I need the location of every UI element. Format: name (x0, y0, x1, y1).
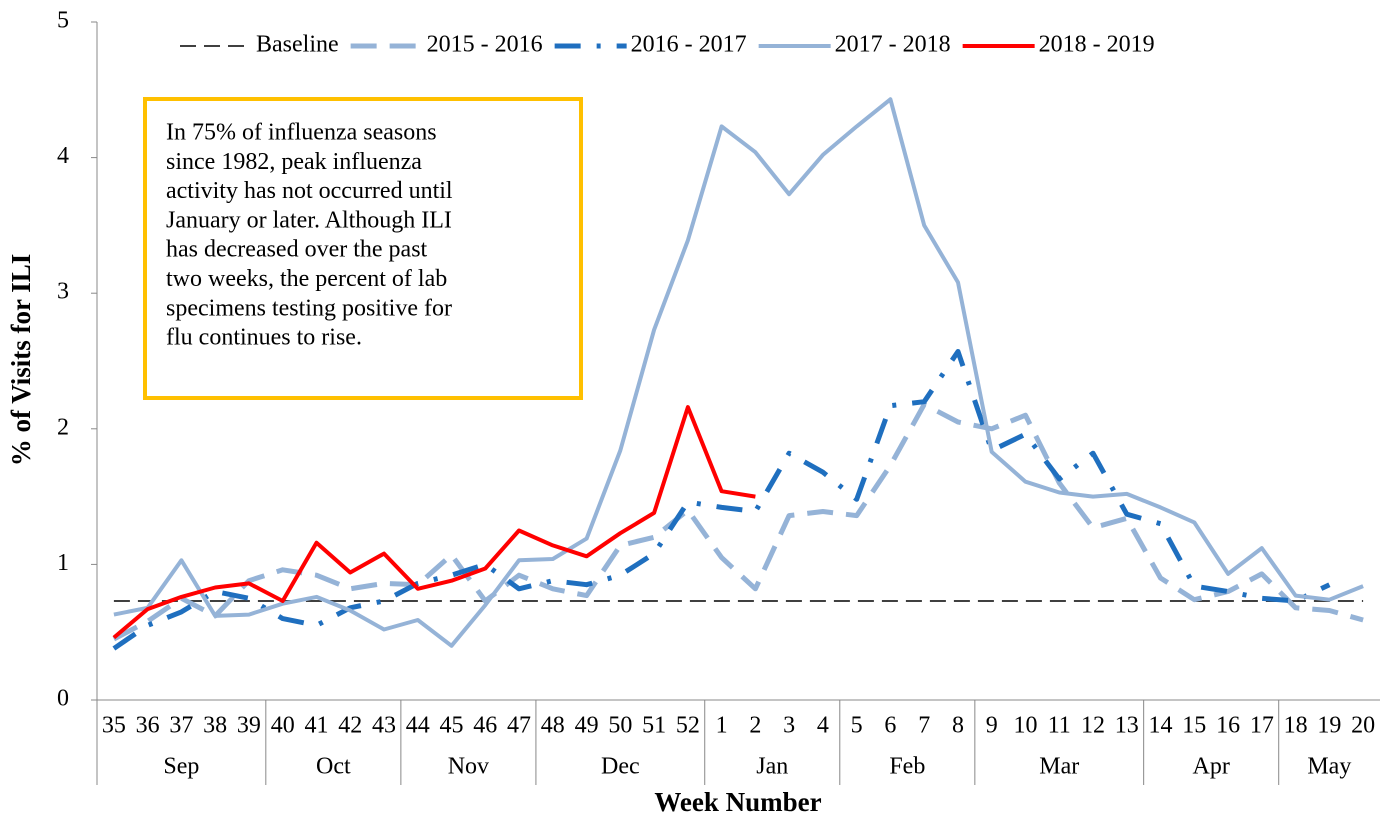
x-tick-label: 20 (1351, 713, 1375, 739)
month-label: Sep (163, 754, 199, 780)
x-tick-label: 40 (271, 713, 295, 739)
x-tick-label: 39 (237, 713, 261, 739)
series-line (112, 401, 1364, 642)
legend-label: 2018 - 2019 (1039, 32, 1155, 58)
x-tick-label: 7 (918, 713, 930, 739)
x-axis-title: Week Number (654, 787, 821, 817)
x-tick-label: 17 (1250, 713, 1274, 739)
legend-label: 2015 - 2016 (427, 32, 543, 58)
y-tick-label: 0 (57, 686, 69, 712)
annotation: In 75% of influenza seasons since 1982, p… (143, 97, 583, 400)
x-tick-label: 47 (507, 713, 531, 739)
month-label: Feb (889, 754, 925, 780)
x-tick-label: 16 (1216, 713, 1240, 739)
x-tick-label: 35 (102, 713, 126, 739)
x-tick-label: 4 (817, 713, 829, 739)
legend-label: Baseline (256, 32, 339, 58)
annotation-line: has decreased over the past (166, 237, 428, 263)
x-tick-label: 43 (372, 713, 396, 739)
month-label: Oct (316, 754, 351, 780)
x-tick-label: 42 (338, 713, 362, 739)
annotation-line: since 1982, peak influenza (166, 149, 422, 175)
annotation-line: specimens testing positive for (166, 295, 452, 321)
series-line (112, 349, 1331, 651)
x-tick-label: 49 (575, 713, 599, 739)
annotation-line: flu continues to rise. (166, 325, 362, 351)
x-tick-label: 46 (473, 713, 497, 739)
x-tick-label: 38 (203, 713, 227, 739)
x-tick-label: 19 (1317, 713, 1341, 739)
annotation-line: January or later. Although ILI (166, 207, 452, 233)
annotation-line: In 75% of influenza seasons (166, 120, 437, 146)
x-tick-label: 15 (1182, 713, 1206, 739)
x-tick-label: 12 (1081, 713, 1105, 739)
x-tick-label: 18 (1284, 713, 1308, 739)
month-label: Apr (1193, 754, 1230, 780)
x-tick-label: 11 (1048, 713, 1071, 739)
x-tick-label: 44 (406, 713, 430, 739)
x-tick-label: 9 (986, 713, 998, 739)
month-label: Mar (1039, 754, 1079, 780)
x-tick-label: 52 (676, 713, 700, 739)
x-tick-label: 13 (1115, 713, 1139, 739)
month-label: Jan (756, 754, 788, 780)
x-tick-label: 51 (642, 713, 666, 739)
month-label: Dec (601, 754, 640, 780)
x-tick-label: 10 (1013, 713, 1037, 739)
x-tick-label: 14 (1149, 713, 1173, 739)
x-tick-label: 48 (541, 713, 565, 739)
y-tick-label: 3 (57, 279, 69, 305)
annotation-line: two weeks, the percent of lab (166, 266, 447, 292)
x-tick-label: 41 (304, 713, 328, 739)
series-line (113, 97, 1364, 648)
x-tick-label: 36 (136, 713, 160, 739)
y-tick-label: 5 (57, 8, 69, 34)
x-tick-label: 3 (783, 713, 795, 739)
annotation-line: activity has not occurred until (166, 178, 453, 204)
x-tick-label: 8 (952, 713, 964, 739)
legend-label: 2017 - 2018 (835, 32, 951, 58)
x-tick-label: 2 (749, 713, 761, 739)
series-line (112, 405, 756, 640)
y-axis-title: % of Visits for ILI (6, 254, 36, 467)
y-tick-label: 4 (57, 143, 69, 169)
x-tick-label: 5 (851, 713, 863, 739)
x-tick-label: 1 (716, 713, 728, 739)
month-label: May (1307, 754, 1351, 780)
y-tick-label: 2 (57, 414, 69, 440)
annotation-box (143, 97, 583, 400)
x-tick-label: 50 (608, 713, 632, 739)
y-tick-label: 1 (57, 550, 69, 576)
x-tick-label: 6 (884, 713, 896, 739)
x-tick-label: 45 (440, 713, 464, 739)
x-tick-label: 37 (169, 713, 193, 739)
legend-label: 2016 - 2017 (631, 32, 747, 58)
month-label: Nov (448, 754, 489, 780)
